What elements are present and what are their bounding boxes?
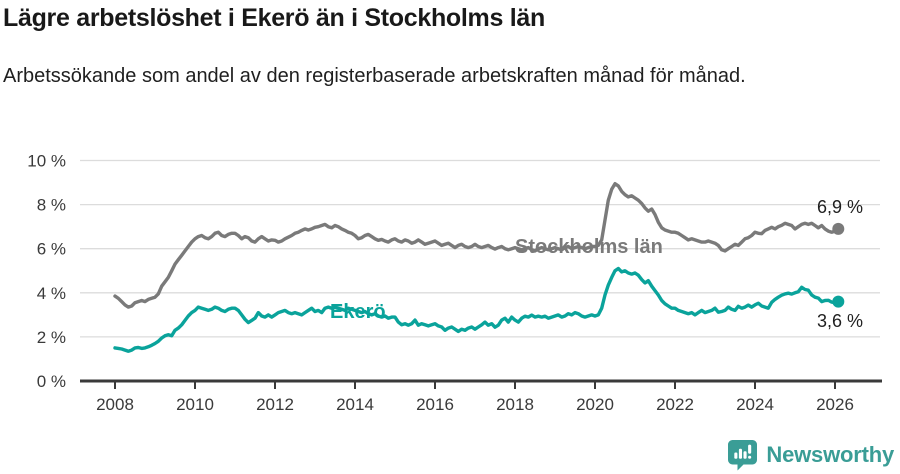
y-axis-tick-label: 0 %	[37, 372, 66, 391]
y-axis-tick-label: 6 %	[37, 240, 66, 259]
newsworthy-wordmark: Newsworthy	[766, 442, 894, 467]
series-label-ekero: Ekerö	[330, 301, 386, 323]
series-line-ekero	[113, 266, 840, 353]
newsworthy-bubble-chart-icon	[728, 440, 758, 471]
x-axis-tick-label: 2024	[736, 395, 774, 414]
series-end-dot-ekero	[832, 295, 845, 308]
series-end-dot-stockholms-lan	[832, 222, 845, 235]
x-axis-tick-label: 2020	[576, 395, 614, 414]
x-axis-tick-label: 2012	[256, 395, 294, 414]
chart-title: Lägre arbetslöshet i Ekerö än i Stockhol…	[3, 4, 545, 32]
x-axis-tick-label: 2018	[496, 395, 534, 414]
y-axis-tick-label: 2 %	[37, 328, 66, 347]
series-line-stockholms-lan	[113, 181, 840, 309]
y-axis-tick-label: 8 %	[37, 196, 66, 215]
x-axis-tick-label: 2016	[416, 395, 454, 414]
series-label-stockholms-lan: Stockholms län	[515, 236, 663, 258]
end-value-ekero: 3,6 %	[817, 311, 864, 331]
x-axis-tick-label: 2014	[336, 395, 374, 414]
x-axis-tick-label: 2022	[656, 395, 694, 414]
end-value-stockholms-lan: 6,9 %	[817, 197, 864, 217]
x-axis-tick-label: 2008	[96, 395, 134, 414]
x-axis-tick-label: 2010	[176, 395, 214, 414]
chart-subtitle: Arbetssökande som andel av den registerb…	[3, 65, 746, 87]
y-axis-tick-label: 10 %	[27, 152, 66, 171]
y-axis-tick-label: 4 %	[37, 284, 66, 303]
x-axis-tick-label: 2026	[816, 395, 854, 414]
newsworthy-logo-link[interactable]: Newsworthy	[727, 439, 894, 471]
